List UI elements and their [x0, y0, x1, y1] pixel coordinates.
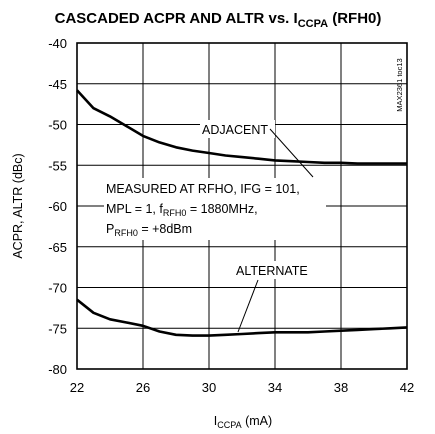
condition-line-3: PRFH0 = +8dBm — [106, 222, 192, 238]
series-line-alternate — [76, 298, 408, 337]
x-axis-label: ICCPA (mA) — [214, 414, 272, 430]
y-tick-labels: -40 -45 -50 -55 -60 -65 -70 -75 -80 — [48, 36, 67, 377]
x-tick-labels: 22 26 30 34 38 42 — [70, 380, 414, 395]
y-tick-label-8: -80 — [48, 362, 67, 377]
x-tick-label-5: 42 — [400, 380, 414, 395]
y-tick-label-3: -55 — [48, 158, 67, 173]
series-line-adjacent — [76, 89, 407, 165]
condition-text-background — [104, 178, 326, 240]
y-tick-label-7: -75 — [48, 321, 67, 336]
condition-line-1: MEASURED AT RFHO, IFG = 101, — [106, 182, 300, 196]
y-tick-label-6: -70 — [48, 281, 67, 296]
adjacent-label: ADJACENT — [202, 123, 268, 137]
alternate-label: ALTERNATE — [236, 264, 308, 278]
x-tick-label-4: 38 — [334, 380, 348, 395]
x-tick-label-3: 34 — [268, 380, 282, 395]
y-axis-label: ACPR, ALTR (dBc) — [11, 153, 25, 258]
alternate-label-background — [234, 261, 324, 279]
x-tick-label-0: 22 — [70, 380, 84, 395]
plot-frame — [76, 42, 408, 370]
y-tick-label-0: -40 — [48, 36, 67, 51]
y-tick-label-2: -50 — [48, 118, 67, 133]
x-tick-label-2: 30 — [202, 380, 216, 395]
condition-line-2: MPL = 1, fRFH0 = 1880MHz, — [106, 202, 258, 218]
chart-title: CASCADED ACPR AND ALTR vs. ICCPA (RFH0) — [55, 10, 382, 30]
series-lines — [76, 89, 408, 337]
alternate-leader-line — [237, 279, 259, 333]
figure-code: MAX2361 toc13 — [395, 58, 404, 111]
annotation-group: MEASURED AT RFHO, IFG = 101, MPL = 1, fR… — [104, 120, 326, 333]
y-tick-label-5: -65 — [48, 240, 67, 255]
y-tick-label-1: -45 — [48, 77, 67, 92]
y-tick-label-4: -60 — [48, 199, 67, 214]
x-tick-label-1: 26 — [136, 380, 150, 395]
adjacent-label-background — [200, 120, 275, 138]
adjacent-leader-line — [269, 128, 314, 178]
